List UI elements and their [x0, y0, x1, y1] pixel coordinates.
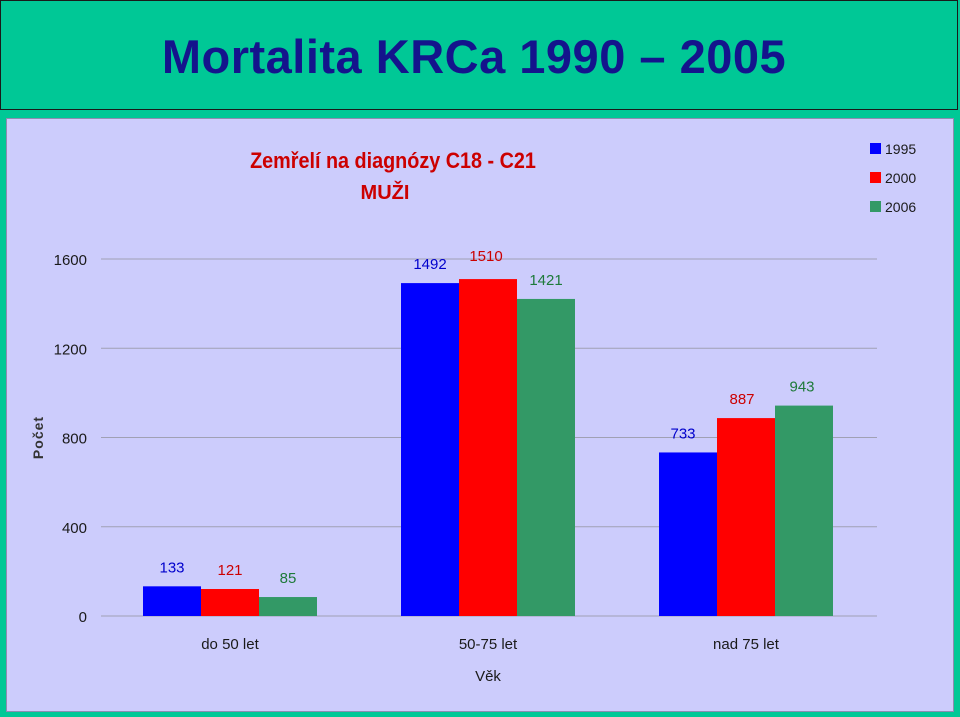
data-label: 1421	[529, 272, 562, 289]
chart-title: Zemřelí na diagnózy C18 - C21	[250, 149, 536, 173]
data-label: 943	[789, 379, 814, 396]
x-axis-label: Věk	[475, 668, 501, 685]
legend-swatch	[870, 172, 881, 183]
bar-2006	[517, 298, 575, 616]
data-label: 85	[280, 570, 297, 587]
x-tick-label: do 50 let	[201, 636, 259, 653]
chart-panel: Zemřelí na diagnózy C18 - C21 MUŽI 0 400 800…	[6, 118, 954, 712]
chart-subtitle: MUŽI	[361, 180, 410, 204]
x-tick-label: 50-75 let	[459, 636, 518, 653]
legend-swatch	[870, 201, 881, 212]
bar-1995	[401, 283, 459, 616]
bar-2000	[201, 589, 259, 616]
y-axis-label: Počet	[30, 416, 46, 459]
y-tick-label: 800	[62, 431, 87, 448]
page-title: Mortalita KRCa 1990 – 2005	[161, 30, 787, 83]
bar-1995	[143, 586, 201, 616]
y-tick-label: 1200	[54, 341, 87, 358]
bar-1995	[659, 452, 717, 616]
data-label: 121	[217, 562, 242, 579]
bar-chart: Zemřelí na diagnózy C18 - C21 MUŽI 0 400 800…	[30, 141, 916, 685]
legend-label: 1995	[885, 141, 916, 157]
legend-label: 2006	[885, 199, 916, 215]
y-tick-label: 1600	[54, 252, 87, 269]
title-bar: Mortalita KRCa 1990 – 2005	[0, 0, 958, 110]
bar-2000	[717, 418, 775, 616]
legend-swatch	[870, 143, 881, 154]
data-label: 887	[729, 391, 754, 408]
y-tick-label: 400	[62, 520, 87, 537]
data-label: 133	[159, 559, 184, 576]
legend-label: 2000	[885, 170, 916, 186]
bar-2000	[459, 279, 517, 616]
data-label: 733	[670, 425, 695, 442]
bar-2006	[259, 597, 317, 616]
data-label: 1492	[413, 256, 446, 273]
data-label: 1510	[469, 248, 502, 265]
bar-2006	[775, 405, 833, 616]
y-tick-label: 0	[79, 609, 87, 626]
x-tick-label: nad 75 let	[713, 636, 780, 653]
